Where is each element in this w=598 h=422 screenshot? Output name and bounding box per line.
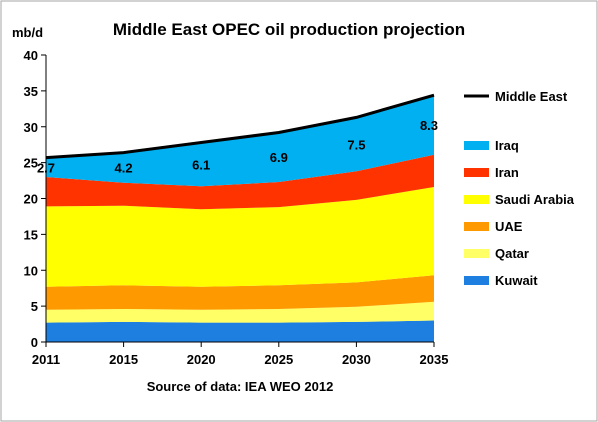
- legend-label-uae: UAE: [495, 219, 523, 234]
- x-tick-label-2015: 2015: [109, 352, 138, 367]
- y-tick-label-15: 15: [24, 227, 38, 242]
- area-qatar: [46, 301, 434, 323]
- y-tick-label-10: 10: [24, 263, 38, 278]
- area-iran: [46, 154, 434, 210]
- legend-swatch-qatar: [464, 249, 489, 258]
- x-tick-label-2020: 2020: [187, 352, 216, 367]
- y-tick-label-40: 40: [24, 48, 38, 63]
- total-line-group: [45, 93, 435, 160]
- data-label-iraq-2025: 6.9: [270, 150, 288, 165]
- y-axis-unit: mb/d: [12, 25, 43, 40]
- legend-label-middle-east: Middle East: [495, 89, 568, 104]
- area-saudi-arabia: [46, 187, 434, 287]
- x-tick-label-2035: 2035: [420, 352, 449, 367]
- legend-label-saudi-arabia: Saudi Arabia: [495, 192, 575, 207]
- data-label-iraq-2030: 7.5: [347, 137, 365, 152]
- area-kuwait: [46, 320, 434, 342]
- source-note: Source of data: IEA WEO 2012: [147, 379, 334, 394]
- y-tick-label-0: 0: [31, 335, 38, 350]
- legend-swatch-kuwait: [464, 276, 489, 285]
- data-label-iraq-2035: 8.3: [420, 118, 438, 133]
- x-tick-label-2025: 2025: [264, 352, 293, 367]
- series-line-middle-east: [45, 93, 435, 160]
- legend-swatch-uae: [464, 222, 489, 231]
- y-tick-label-30: 30: [24, 120, 38, 135]
- chart-title: Middle East OPEC oil production projecti…: [113, 20, 465, 39]
- area-uae: [46, 275, 434, 310]
- legend-label-qatar: Qatar: [495, 246, 529, 261]
- legend-label-iraq: Iraq: [495, 138, 519, 153]
- legend-label-kuwait: Kuwait: [495, 273, 538, 288]
- x-tick-label-2011: 2011: [32, 352, 60, 367]
- y-tick-label-5: 5: [31, 299, 38, 314]
- legend: Middle East Iraq Iran Saudi Arabia UAE Qatar K…: [464, 89, 575, 288]
- area-layers: [46, 95, 434, 342]
- data-label-iraq-2020: 6.1: [192, 157, 210, 172]
- legend-swatch-iraq: [464, 141, 489, 150]
- area-iraq: [46, 95, 434, 187]
- legend-swatch-iran: [464, 168, 489, 177]
- y-tick-label-35: 35: [24, 84, 38, 99]
- x-tick-label-2030: 2030: [342, 352, 371, 367]
- data-label-iraq-2015: 4.2: [115, 161, 133, 176]
- legend-swatch-saudi-arabia: [464, 195, 489, 204]
- y-tick-label-20: 20: [24, 192, 38, 207]
- y-tick-label-25: 25: [24, 156, 38, 171]
- legend-label-iran: Iran: [495, 165, 519, 180]
